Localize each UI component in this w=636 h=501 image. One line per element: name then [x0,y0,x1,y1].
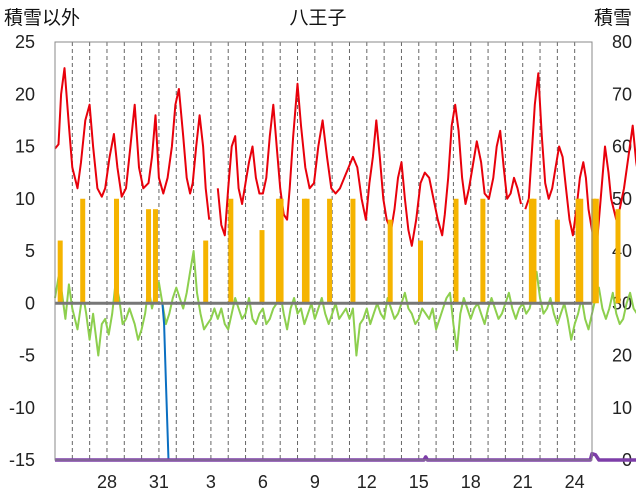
x-tick-label: 18 [461,472,481,492]
left-tick-label: -5 [19,346,35,366]
bar-mark [591,198,597,304]
plot-frame [54,41,593,461]
bar-mark [278,198,284,304]
series-2 [57,198,621,304]
bar-mark [593,198,599,304]
bar-mark [327,198,333,304]
series-line [161,303,170,461]
x-axis-ticks: 28 31 3 6 9 12 15 18 21 24 [97,472,585,492]
bar-mark [80,198,86,304]
right-tick-label: 20 [612,346,632,366]
bar-mark [453,198,459,304]
bar-mark [203,240,209,304]
bar-mark [350,198,356,304]
bar-mark [113,198,119,304]
bar-mark [578,198,584,304]
bar-mark [575,198,581,304]
x-tick-label: 24 [565,472,585,492]
right-axis-label: 積雪 [594,7,632,29]
x-tick-label: 9 [310,472,320,492]
bar-mark [554,219,560,304]
left-tick-label: 25 [15,32,35,52]
plot-area [54,67,636,462]
x-tick-label: 12 [357,472,377,492]
left-tick-label: 20 [15,84,35,104]
left-tick-label: 15 [15,137,35,157]
bar-mark [528,198,534,304]
bar-mark [387,219,393,304]
right-tick-label: 10 [612,398,632,418]
x-tick-label: 21 [513,472,533,492]
series-0 [54,67,636,252]
series-line [54,67,211,220]
left-tick-label: 10 [15,189,35,209]
left-tick-label: 0 [25,293,35,313]
left-tick-label: 5 [25,241,35,261]
bar-mark [259,230,265,304]
right-tick-label: 60 [612,137,632,157]
x-tick-label: 3 [206,472,216,492]
left-axis-ticks: 25 20 15 10 5 0 -5 -10 -15 [9,32,35,470]
right-tick-label: 80 [612,32,632,52]
series-4 [55,451,636,462]
bar-mark [301,198,307,304]
bar-mark [146,209,152,304]
right-tick-label: 40 [612,241,632,261]
bar-mark [275,198,281,304]
bar-mark [615,209,621,304]
bar-mark [531,198,537,304]
x-tick-label: 6 [258,472,268,492]
bar-mark [304,198,310,304]
x-tick-label: 28 [97,472,117,492]
bar-mark [228,198,234,304]
bar-mark [480,198,486,304]
bar-mark [418,240,424,304]
right-tick-label: 70 [612,84,632,104]
series-line [216,82,522,247]
series-line [55,451,636,462]
x-tick-label: 15 [409,472,429,492]
series-3 [161,303,170,461]
bar-mark [57,240,63,304]
left-tick-label: -10 [9,398,35,418]
left-tick-label: -15 [9,450,35,470]
left-axis-label: 積雪以外 [4,7,80,29]
chart-title: 八王子 [289,7,346,29]
bar-mark [152,209,158,304]
x-tick-label: 31 [149,472,169,492]
